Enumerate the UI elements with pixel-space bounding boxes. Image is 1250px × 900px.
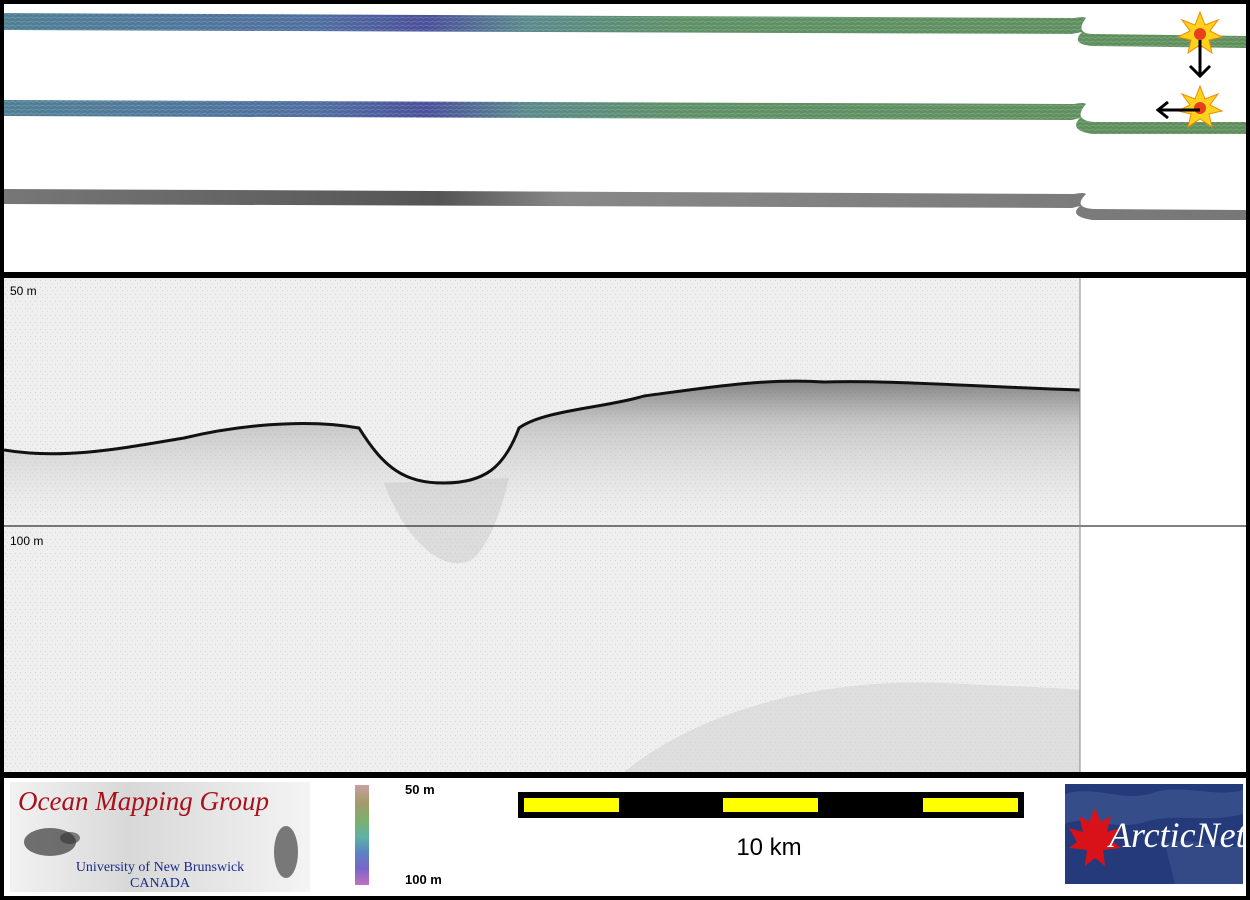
- scale-bar-segment: [923, 798, 1018, 812]
- omg-logo-graphic: [24, 826, 298, 878]
- omg-logo-university: University of New Brunswick: [75, 860, 245, 875]
- sun-marker-icon: [1176, 84, 1224, 129]
- backscatter-swath: [4, 189, 1246, 220]
- depth-colorbar: [355, 785, 369, 885]
- scale-bar-segment: [723, 798, 818, 812]
- maple-leaf-icon: [1069, 808, 1121, 866]
- footer-panel: Ocean Mapping Group University of New Br…: [4, 778, 1246, 896]
- arrow-down-icon: [1188, 40, 1212, 79]
- subbottom-profile-panel: 50 m 100 m: [4, 278, 1246, 772]
- omg-logo-country: CANADA: [130, 876, 190, 891]
- depth-label-50m: 50 m: [10, 284, 37, 298]
- arrow-left-icon: [1155, 100, 1200, 120]
- arcticnet-logo: ArcticNet: [1065, 784, 1243, 884]
- colorbar-top-label: 50 m: [405, 782, 435, 797]
- deep-returns: [624, 682, 1080, 772]
- scale-bar-label: 10 km: [736, 834, 802, 861]
- ocean-mapping-group-logo: Ocean Mapping Group University of New Br…: [10, 782, 310, 892]
- scale-bar: [518, 792, 1024, 818]
- depth-label-100m: 100 m: [10, 534, 44, 548]
- arcticnet-map-graphic: [1065, 789, 1243, 884]
- scale-bar-segment: [524, 798, 619, 812]
- subsurface-scatter: [4, 381, 1080, 528]
- swath-panel: [4, 4, 1246, 272]
- omg-logo-title: Ocean Mapping Group: [18, 786, 269, 816]
- swath-graphics: [4, 10, 1246, 220]
- profile-graphics: [4, 278, 1246, 772]
- seafloor-reflector: [4, 379, 1081, 485]
- colorbar-bottom-label: 100 m: [405, 872, 442, 887]
- arcticnet-logo-text: ArcticNet: [1109, 815, 1243, 855]
